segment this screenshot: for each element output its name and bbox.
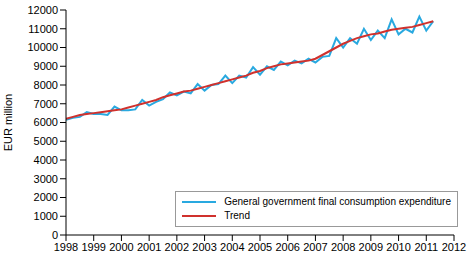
svg-text:7000: 7000 bbox=[34, 98, 58, 110]
svg-text:12000: 12000 bbox=[27, 4, 58, 16]
html-text:General government final consu: General government final consumption exp… bbox=[224, 196, 451, 207]
svg-text:1998: 1998 bbox=[54, 241, 78, 253]
svg-text:2002: 2002 bbox=[165, 241, 189, 253]
svg-text:3000: 3000 bbox=[34, 173, 58, 185]
svg-text:2005: 2005 bbox=[248, 241, 272, 253]
svg-text:10000: 10000 bbox=[27, 41, 58, 53]
svg-text:2009: 2009 bbox=[359, 241, 383, 253]
svg-text:1999: 1999 bbox=[81, 241, 105, 253]
svg-text:11000: 11000 bbox=[28, 23, 58, 35]
html-text:Trend: Trend bbox=[224, 210, 250, 221]
svg-text:2000: 2000 bbox=[109, 241, 133, 253]
svg-text:5000: 5000 bbox=[34, 135, 58, 147]
svg-text:9000: 9000 bbox=[34, 60, 58, 72]
svg-text:EUR million: EUR million bbox=[8, 94, 14, 151]
svg-text:2012: 2012 bbox=[442, 241, 464, 253]
svg-text:2003: 2003 bbox=[192, 241, 216, 253]
svg-text:2004: 2004 bbox=[220, 241, 244, 253]
svg-text:2000: 2000 bbox=[34, 191, 58, 203]
svg-text:4000: 4000 bbox=[34, 154, 58, 166]
svg-text:2007: 2007 bbox=[303, 241, 327, 253]
svg-text:2010: 2010 bbox=[386, 241, 410, 253]
svg-text:2006: 2006 bbox=[275, 241, 299, 253]
svg-text:1000: 1000 bbox=[34, 210, 58, 222]
svg-text:2008: 2008 bbox=[331, 241, 355, 253]
svg-text:0: 0 bbox=[52, 229, 58, 241]
svg-text:8000: 8000 bbox=[34, 79, 58, 91]
svg-text:2011: 2011 bbox=[414, 241, 438, 253]
svg-text:6000: 6000 bbox=[34, 116, 58, 128]
svg-text:2001: 2001 bbox=[137, 241, 161, 253]
